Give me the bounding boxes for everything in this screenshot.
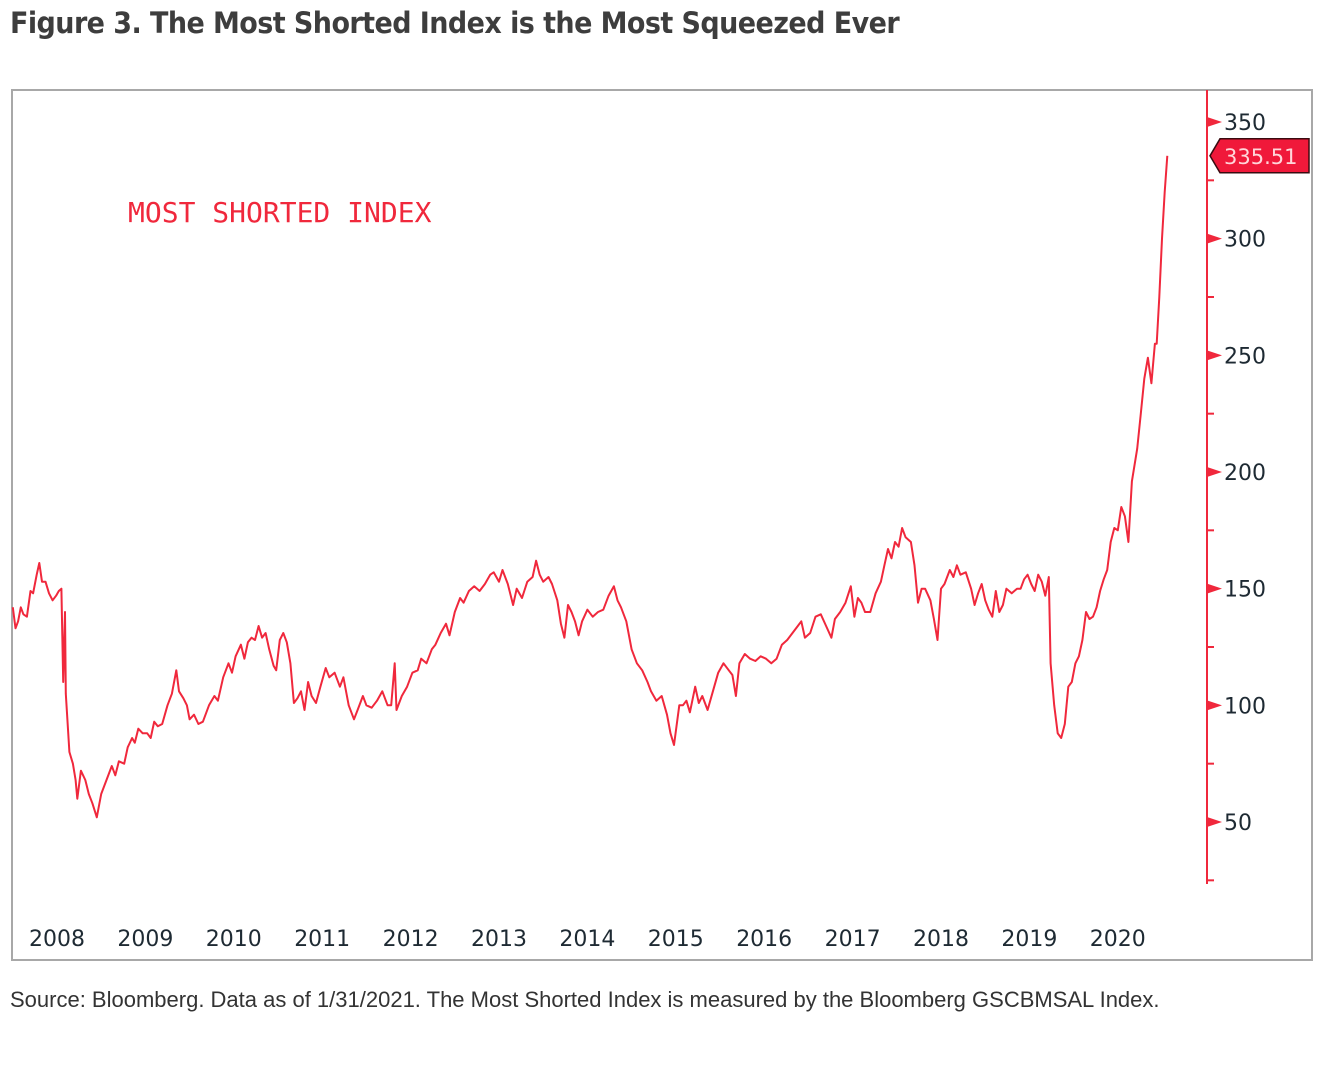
series-group [11, 155, 1169, 819]
x-tick-label: 2011 [294, 927, 350, 952]
x-tick-label: 2017 [825, 927, 881, 952]
x-tick-label: 2008 [29, 927, 85, 952]
x-tick-label: 2015 [648, 927, 704, 952]
x-axis: 2008 2009 2010 2011 2012 2013 2014 2015 2016 2017… [29, 927, 1146, 952]
figure-title: Figure 3. The Most Shorted Index is the … [10, 6, 900, 40]
last-value-tag-shape [1209, 138, 1310, 174]
figure-caption: Source: Bloomberg. Data as of 1/31/2021.… [10, 987, 1160, 1012]
y-tick-marker [1207, 467, 1222, 477]
last-value-label: 335.51 [1224, 145, 1297, 169]
y-tick-label: 50 [1224, 811, 1252, 836]
y-tick-label: 200 [1224, 461, 1266, 486]
series-line [11, 155, 1169, 819]
x-tick-label: 2010 [206, 927, 262, 952]
x-tick-label: 2012 [383, 927, 439, 952]
x-tick-label: 2013 [471, 927, 527, 952]
x-tick-label: 2016 [736, 927, 792, 952]
last-value-tag: 335.51 [1209, 138, 1310, 174]
y-tick-marker [1207, 583, 1222, 594]
y-tick-marker [1207, 350, 1222, 361]
y-axis: 50 100 150 200 250 300 350 [1206, 90, 1266, 884]
y-tick-label: 300 [1224, 228, 1266, 253]
y-tick-marker [1207, 700, 1222, 711]
x-tick-label: 2020 [1090, 927, 1146, 952]
y-tick-marker [1207, 233, 1222, 244]
y-tick-label: 150 [1224, 578, 1266, 603]
line-chart: 50 100 150 200 250 300 350 2008 2009 2010 2011 201… [11, 90, 1310, 952]
x-tick-label: 2018 [913, 927, 969, 952]
y-tick-label: 250 [1224, 344, 1266, 369]
series-label: MOST SHORTED INDEX [128, 196, 432, 229]
y-tick-label: 350 [1224, 111, 1266, 136]
y-tick-marker [1207, 817, 1222, 827]
chart-frame [11, 89, 1313, 961]
x-tick-label: 2014 [559, 927, 615, 952]
y-tick-marker [1207, 117, 1222, 127]
x-tick-label: 2019 [1001, 927, 1057, 952]
y-tick-label: 100 [1224, 694, 1266, 719]
x-tick-label: 2009 [117, 927, 173, 952]
